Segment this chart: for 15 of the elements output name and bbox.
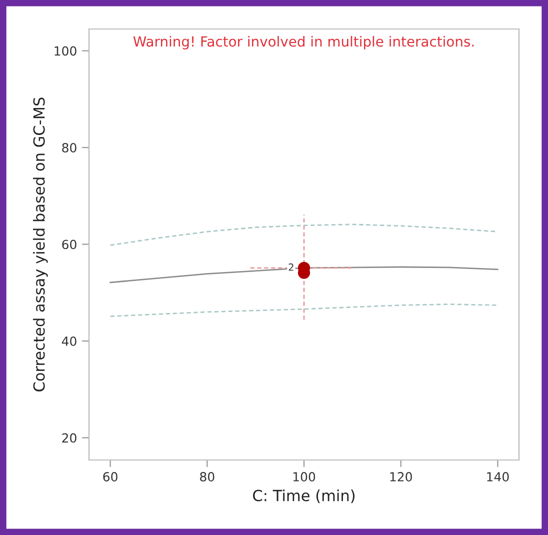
- x-tick-label: 120: [390, 472, 412, 482]
- x-tick-label: 140: [487, 472, 509, 482]
- y-axis-title: Corrected assay yield based on GC-MS: [32, 98, 48, 392]
- y-tick-label: 100: [54, 46, 76, 56]
- y-tick-label: 40: [62, 336, 76, 346]
- y-tick-label: 60: [62, 240, 76, 250]
- x-tick-label: 80: [200, 472, 214, 482]
- y-tick-label: 20: [62, 433, 76, 443]
- line-series: [110, 304, 498, 318]
- x-tick-label: 60: [103, 472, 118, 482]
- annotation: 2: [288, 263, 294, 271]
- x-tick-label: 100: [293, 472, 316, 482]
- x-axis-title: C: Time (min): [253, 489, 355, 504]
- chart-title: Warning! Factor involved in multiple interactions.: [133, 36, 474, 50]
- y-tick-label: 80: [62, 142, 76, 152]
